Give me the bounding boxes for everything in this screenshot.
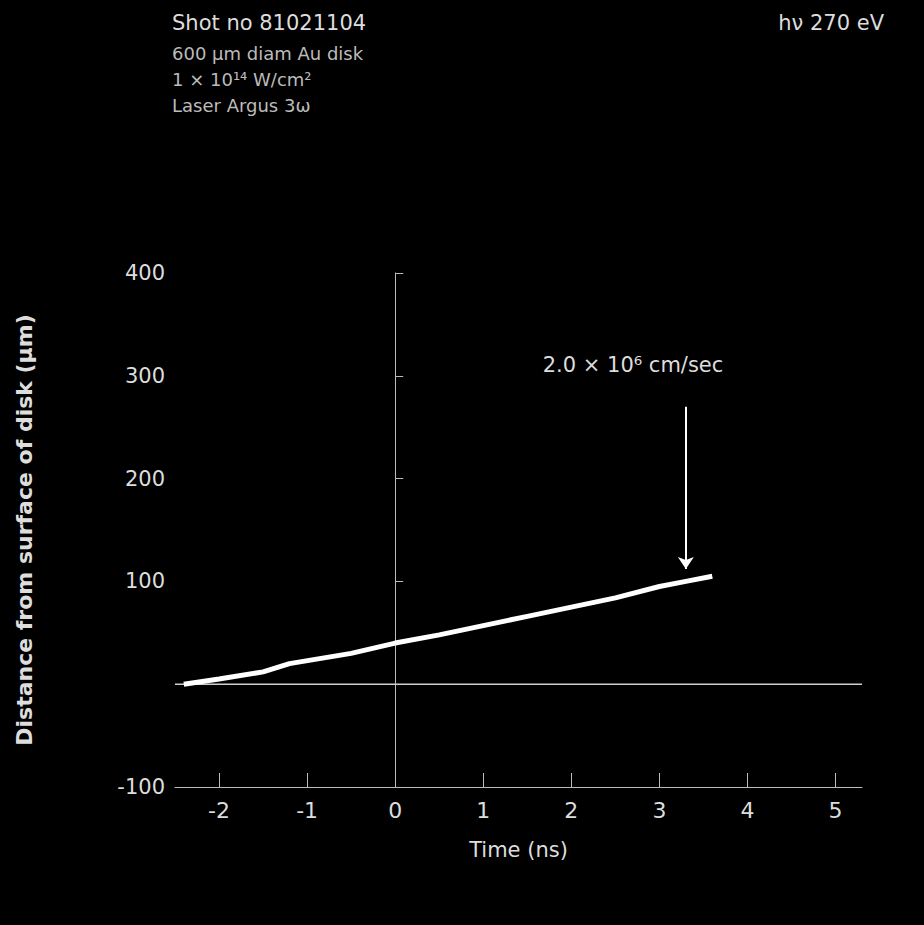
svg-text:3: 3 (652, 798, 666, 823)
svg-text:1: 1 (476, 798, 490, 823)
svg-text:100: 100 (125, 569, 165, 593)
svg-text:0: 0 (388, 798, 402, 823)
svg-text:2: 2 (564, 798, 578, 823)
svg-text:1 × 10¹⁴ W/cm²: 1 × 10¹⁴ W/cm² (172, 69, 312, 90)
svg-text:600 μm diam Au disk: 600 μm diam Au disk (172, 43, 364, 64)
svg-text:Distance from surface of disk: Distance from surface of disk (μm) (12, 314, 37, 746)
svg-text:200: 200 (125, 467, 165, 491)
svg-text:-1: -1 (296, 798, 318, 823)
svg-text:Shot no 81021104: Shot no 81021104 (172, 11, 366, 35)
svg-text:-100: -100 (117, 775, 165, 799)
svg-text:400: 400 (125, 261, 165, 285)
svg-text:5: 5 (829, 798, 843, 823)
svg-text:hν 270 eV: hν 270 eV (778, 11, 884, 35)
svg-text:Time (ns): Time (ns) (468, 838, 568, 862)
svg-text:4: 4 (741, 798, 755, 823)
svg-text:2.0 × 10⁶ cm/sec: 2.0 × 10⁶ cm/sec (543, 353, 724, 377)
svg-text:-2: -2 (208, 798, 230, 823)
svg-text:300: 300 (125, 364, 165, 388)
svg-text:Laser Argus 3ω: Laser Argus 3ω (172, 95, 311, 116)
